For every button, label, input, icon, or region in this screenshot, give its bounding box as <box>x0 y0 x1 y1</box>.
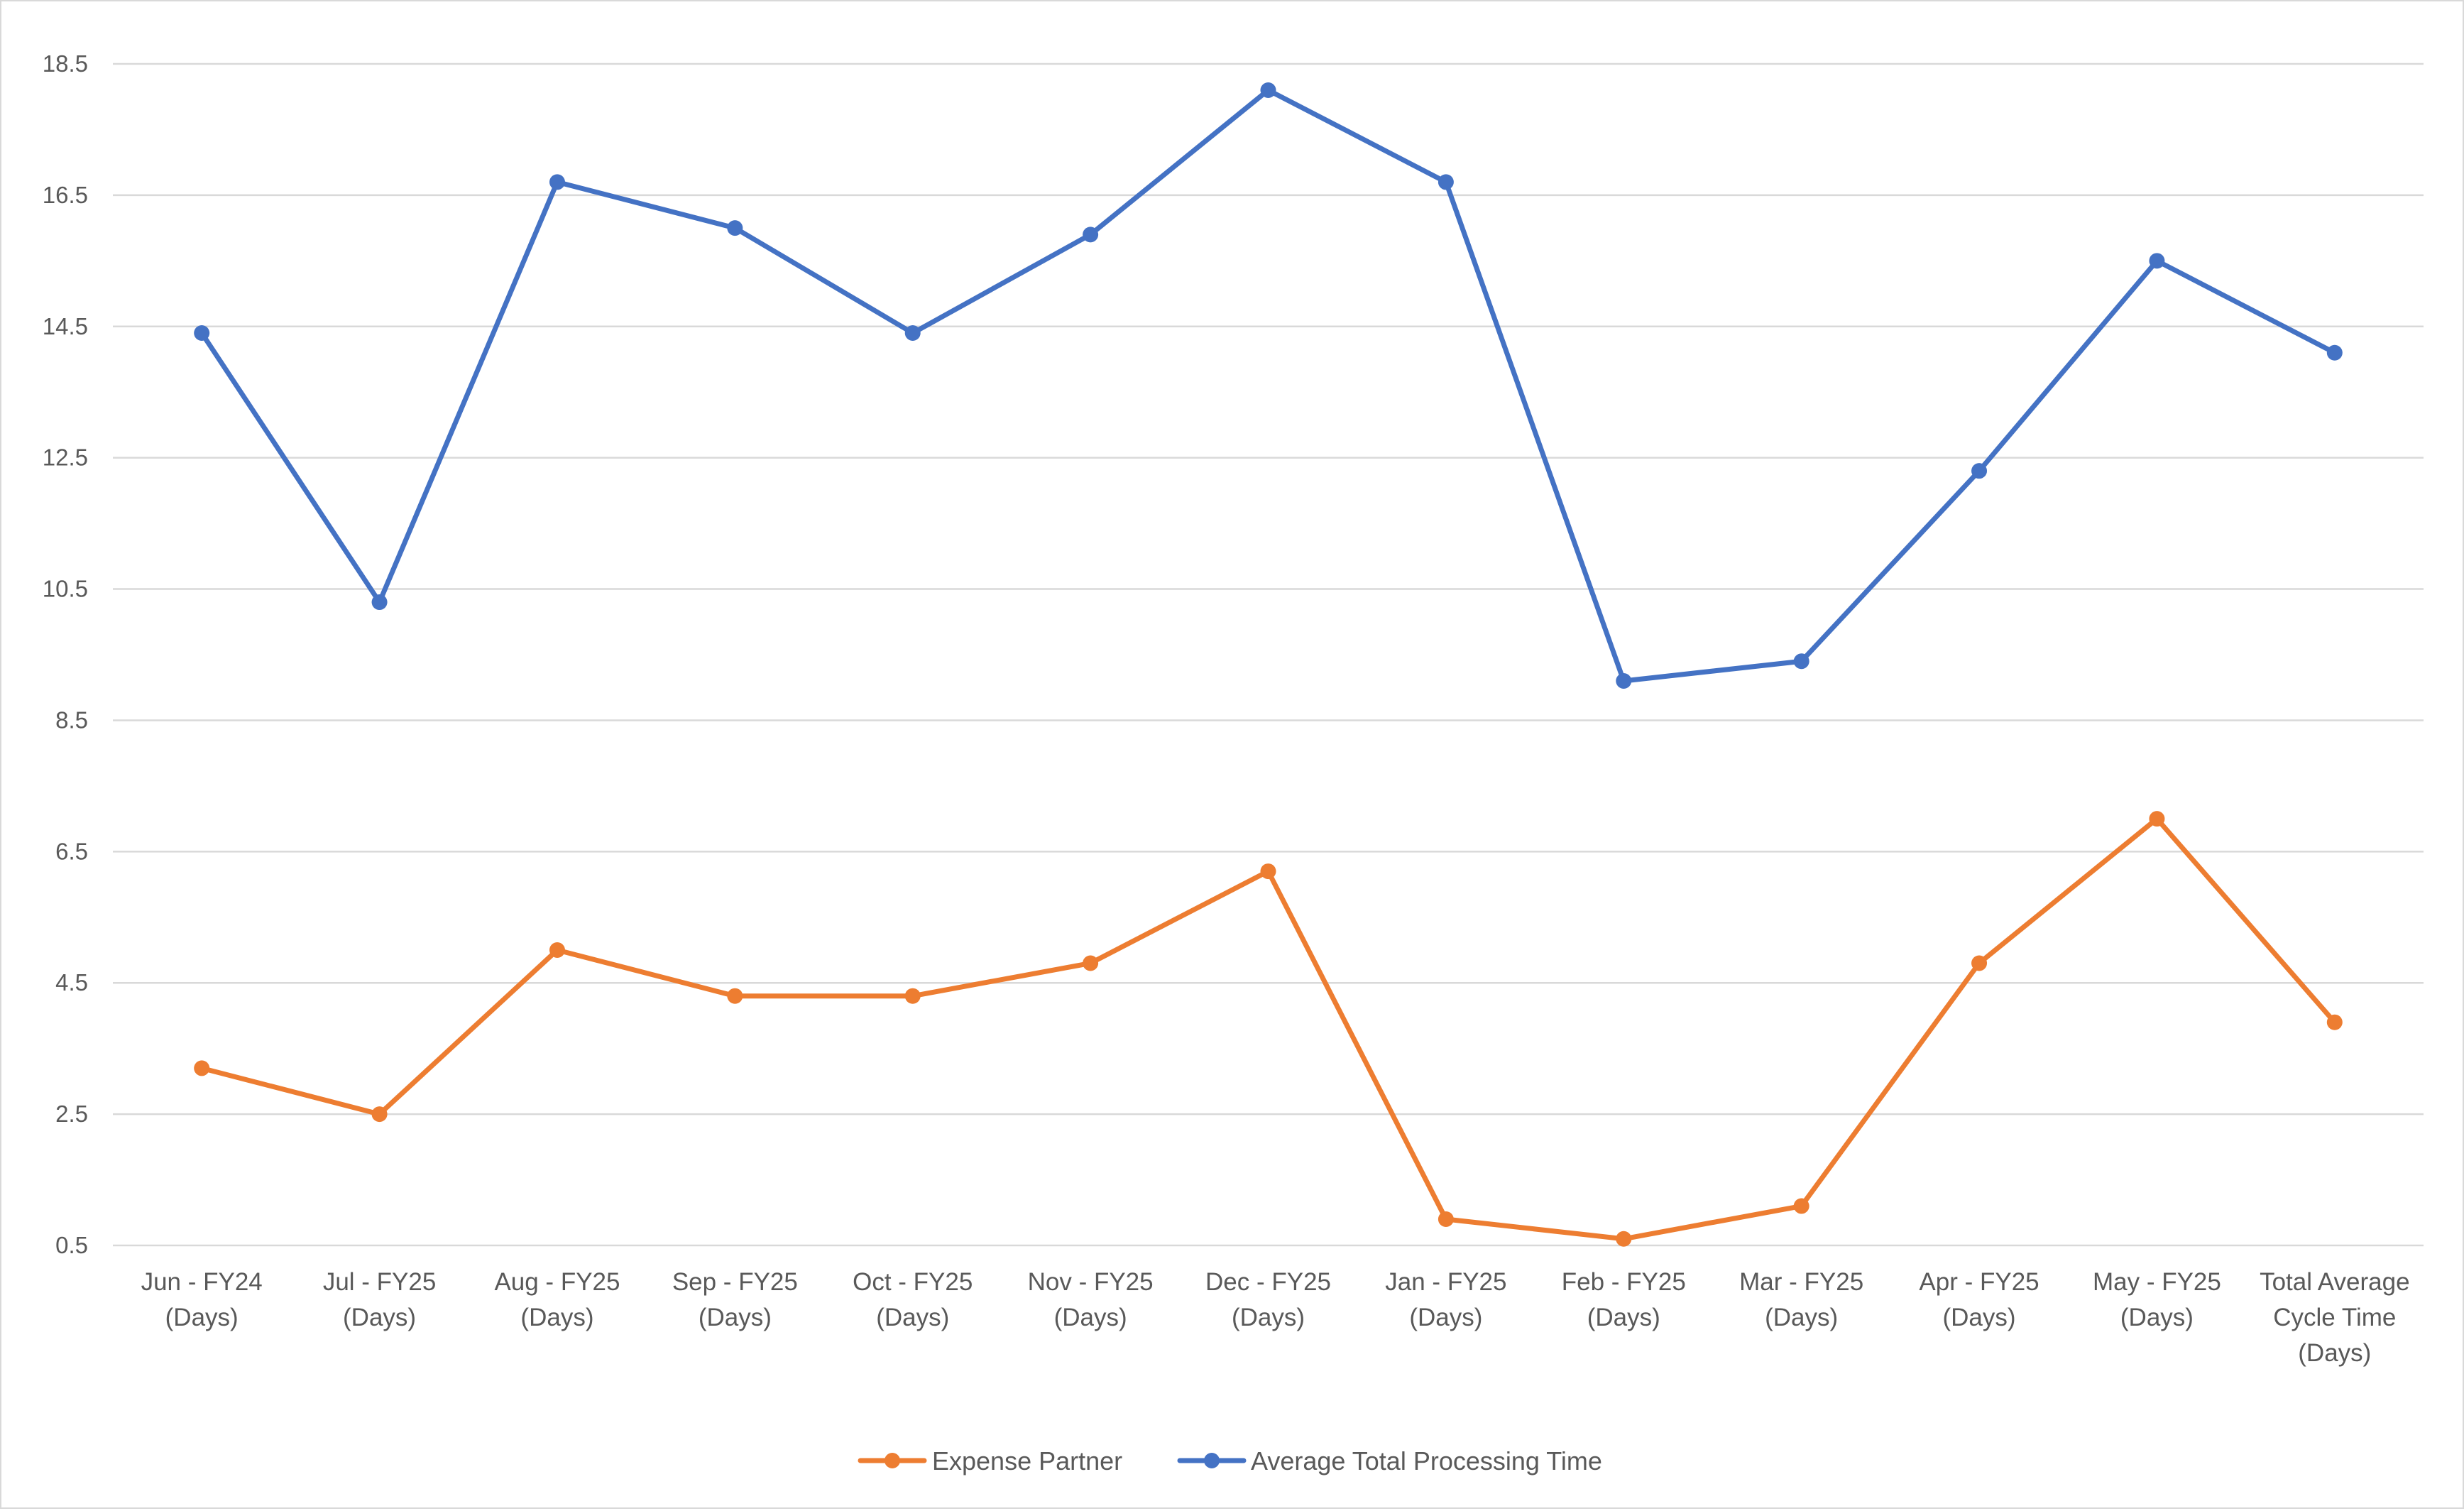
x-tick-label: (Days) <box>165 1304 239 1331</box>
series-line-average-total-processing-time <box>199 87 2338 684</box>
x-axis-tick-labels: Jun - FY24 (Days) Jul - FY25 (Days) Aug - FY… <box>141 1268 2410 1367</box>
x-tick-label: Jan - FY25 <box>1385 1268 1506 1296</box>
x-tick-label: (Days) <box>699 1304 772 1331</box>
legend-item: Expense Partner <box>858 1446 1122 1475</box>
data-point <box>1260 82 1276 98</box>
legend-label: Expense Partner <box>932 1446 1122 1475</box>
data-point <box>1616 672 1632 689</box>
y-tick-label: 6.5 <box>55 838 88 864</box>
y-tick-label: 16.5 <box>43 182 88 208</box>
y-tick-label: 10.5 <box>43 576 88 602</box>
x-tick-label: (Days) <box>1587 1304 1660 1331</box>
data-point <box>1793 653 1809 670</box>
x-tick-label: May - FY25 <box>2093 1268 2221 1296</box>
x-tick-label: Mar - FY25 <box>1739 1268 1863 1296</box>
data-point <box>194 1060 210 1076</box>
y-tick-label: 12.5 <box>43 444 88 471</box>
x-tick-label: (Days) <box>1054 1304 1127 1331</box>
data-point <box>1260 863 1276 880</box>
y-tick-label: 4.5 <box>55 969 88 995</box>
data-point <box>1438 1211 1454 1228</box>
x-tick-label: (Days) <box>1232 1304 1305 1331</box>
y-tick-label: 14.5 <box>43 313 88 339</box>
y-tick-label: 2.5 <box>55 1101 88 1127</box>
data-point <box>2149 253 2165 269</box>
data-point <box>904 988 921 1004</box>
data-point <box>1438 174 1454 190</box>
y-tick-label: 0.5 <box>55 1232 88 1258</box>
y-tick-label: 8.5 <box>55 707 88 733</box>
legend-swatch-marker <box>885 1453 900 1468</box>
y-axis-tick-labels: 0.5 2.5 4.5 6.5 8.5 10.5 12.5 14.5 16.5 18.5 <box>43 50 88 1258</box>
legend-item: Average Total Processing Time <box>1177 1446 1602 1475</box>
data-point <box>549 942 565 958</box>
x-tick-label: Jun - FY24 <box>141 1268 263 1296</box>
x-tick-label: (Days) <box>2298 1339 2371 1367</box>
series-line-expense-partner <box>199 816 2338 1242</box>
legend-swatch-marker <box>1204 1453 1220 1468</box>
x-tick-label: Oct - FY25 <box>853 1268 973 1296</box>
data-point <box>194 325 210 342</box>
x-tick-label: (Days) <box>1943 1304 2016 1331</box>
data-point <box>1971 955 1988 971</box>
legend: Expense Partner Average Total Processing … <box>858 1446 1602 1475</box>
data-point <box>727 220 743 236</box>
x-tick-label: Dec - FY25 <box>1205 1268 1331 1296</box>
data-point <box>2326 1014 2343 1030</box>
data-point <box>1793 1198 1809 1214</box>
legend-label: Average Total Processing Time <box>1251 1446 1602 1475</box>
x-tick-label: (Days) <box>2120 1304 2194 1331</box>
series-lines <box>194 82 2343 1247</box>
data-point <box>371 1106 388 1123</box>
x-tick-label: (Days) <box>1409 1304 1482 1331</box>
data-point <box>1616 1231 1632 1247</box>
data-point <box>904 325 921 342</box>
data-point <box>1971 463 1988 479</box>
gridlines <box>113 62 2424 1247</box>
x-tick-label: (Days) <box>520 1304 593 1331</box>
x-tick-label: Jul - FY25 <box>323 1268 437 1296</box>
x-tick-label: Sep - FY25 <box>672 1268 798 1296</box>
x-tick-label: Total Average <box>2260 1268 2409 1296</box>
data-point <box>727 988 743 1004</box>
x-tick-label: Feb - FY25 <box>1562 1268 1686 1296</box>
y-tick-label: 18.5 <box>43 50 88 77</box>
data-point <box>371 594 388 611</box>
x-tick-label: Apr - FY25 <box>1919 1268 2039 1296</box>
x-tick-label: Cycle Time <box>2273 1304 2396 1331</box>
x-tick-label: Nov - FY25 <box>1028 1268 1154 1296</box>
x-tick-label: (Days) <box>876 1304 949 1331</box>
data-point <box>549 174 565 190</box>
x-tick-label: Aug - FY25 <box>494 1268 620 1296</box>
x-tick-label: (Days) <box>343 1304 416 1331</box>
data-point <box>2326 344 2343 361</box>
data-point <box>1083 227 1099 243</box>
data-point <box>2149 811 2165 827</box>
data-point <box>1083 955 1099 971</box>
x-tick-label: (Days) <box>1765 1304 1838 1331</box>
